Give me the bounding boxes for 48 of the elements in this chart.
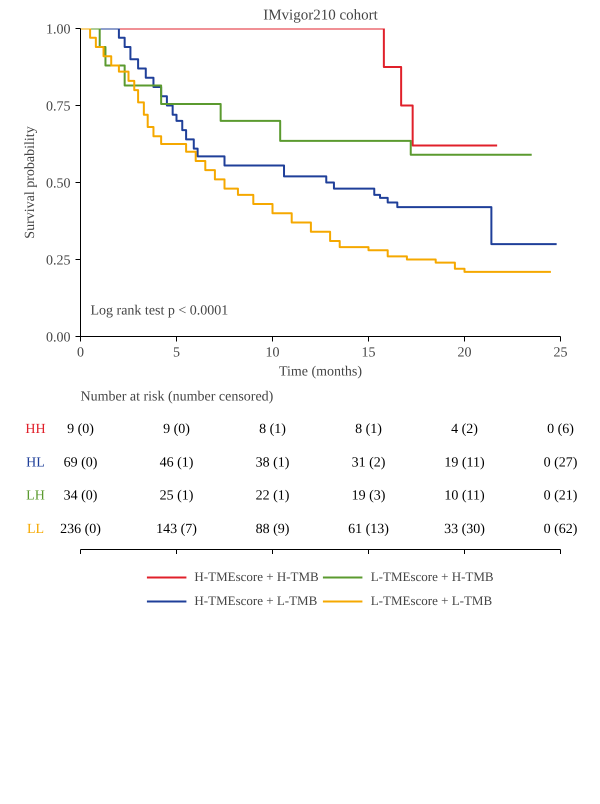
x-tick-label: 5 — [173, 346, 180, 360]
legend-label: H-TMEscore + H-TMB — [194, 569, 319, 585]
x-tick-label: 0 — [77, 346, 84, 360]
category-label: HH — [25, 422, 46, 437]
text: 88 (9) — [256, 522, 290, 537]
text: 31 (2) — [352, 455, 386, 470]
text: 19 (11) — [444, 455, 485, 470]
text: 22 (1) — [256, 488, 290, 504]
legend-label: L-TMEscore + H-TMB — [370, 569, 494, 585]
text: 9 (0) — [163, 422, 190, 437]
text: 25 (1) — [160, 488, 194, 504]
text: 69 (0) — [64, 455, 98, 470]
y-axis-title: Survival probability — [23, 126, 38, 239]
legend-label: H-TMEscore + L-TMB — [194, 593, 318, 609]
text: 8 (1) — [355, 422, 382, 437]
text: 0 (21) — [544, 488, 578, 504]
category-label: LH — [26, 488, 45, 504]
text: 46 (1) — [160, 455, 194, 470]
text: 4 (2) — [451, 422, 478, 437]
text: 61 (13) — [348, 522, 389, 537]
text: 0 (6) — [547, 422, 574, 437]
text: 143 (7) — [156, 522, 197, 537]
legend-label: L-TMEscore + L-TMB — [370, 593, 492, 609]
annotation: Log rank test p < 0.0001 — [90, 304, 228, 318]
text: 8 (1) — [259, 422, 286, 437]
text: 33 (30) — [444, 522, 485, 537]
text: 0 (62) — [544, 522, 578, 537]
text: 0 (27) — [544, 455, 578, 470]
y-tick-label: 0.75 — [46, 100, 70, 114]
x-tick-label: 20 — [458, 346, 472, 360]
x-tick-label: 10 — [266, 346, 280, 360]
x-tick-label: 25 — [554, 346, 568, 360]
x-tick-label: 15 — [362, 346, 376, 360]
text: 34 (0) — [64, 488, 98, 504]
text: 9 (0) — [67, 422, 94, 437]
text: 236 (0) — [60, 522, 101, 537]
y-tick-label: 0.50 — [46, 176, 70, 192]
y-tick-label: 1.00 — [46, 22, 70, 38]
y-tick-label: 0.00 — [46, 330, 70, 346]
x-axis-title: Time (months) — [278, 364, 362, 380]
text: Number at risk (number censored) — [80, 390, 274, 404]
category-label: HL — [26, 455, 45, 470]
text: 38 (1) — [256, 455, 290, 470]
text: 19 (3) — [352, 488, 386, 504]
text: 10 (11) — [444, 488, 485, 504]
chart-title: IMvigor210 cohort — [263, 8, 379, 24]
y-tick-label: 0.25 — [46, 254, 70, 268]
category-label: LL — [26, 522, 44, 537]
